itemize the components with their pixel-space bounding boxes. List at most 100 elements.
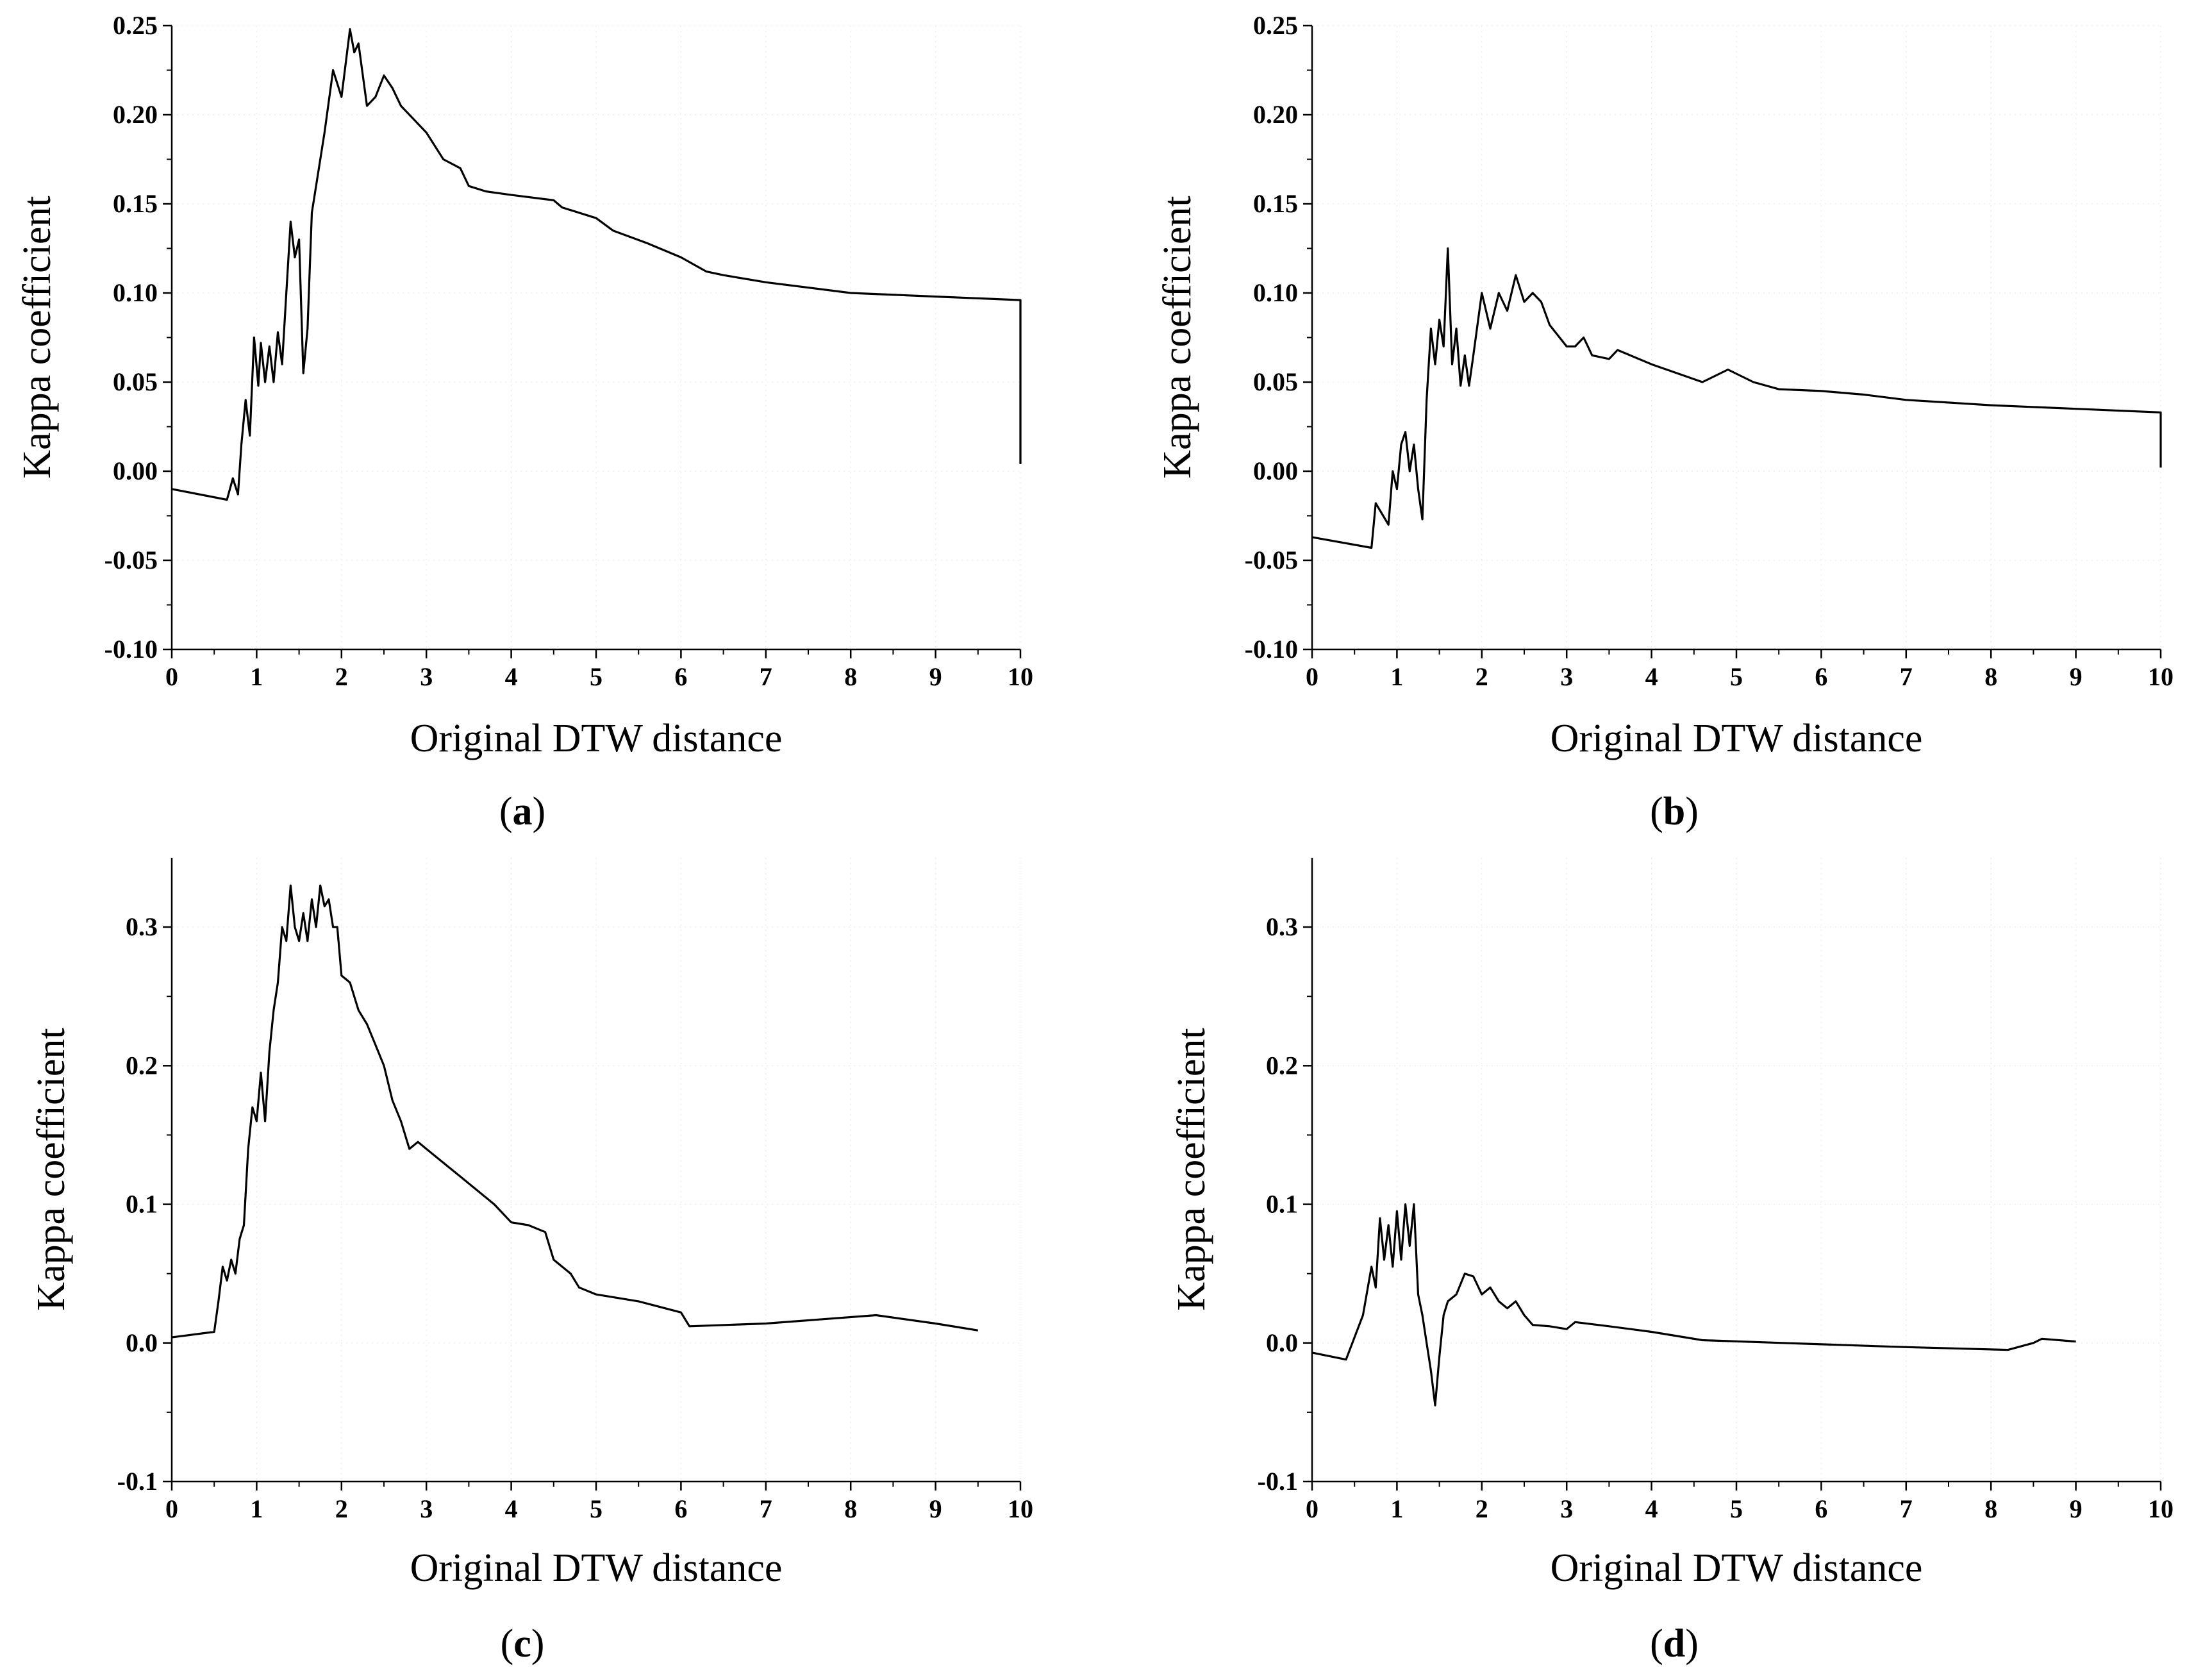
series-line xyxy=(1311,1203,2076,1407)
y-tick-label: 0.10 xyxy=(1253,278,1298,307)
x-axis-title: Original DTW distance xyxy=(1551,717,1923,760)
x-tick-label: 0 xyxy=(165,662,178,691)
x-tick-label: 6 xyxy=(674,1494,687,1523)
y-tick-label: 0.3 xyxy=(1266,912,1298,941)
y-tick-label: 0.2 xyxy=(126,1051,158,1080)
y-tick-label: -0.10 xyxy=(104,635,158,664)
x-tick-label: 6 xyxy=(1815,662,1827,691)
panel-label-letter: d xyxy=(1663,1622,1685,1666)
y-tick-label: 0.05 xyxy=(113,367,158,396)
x-tick-label: 8 xyxy=(1984,1494,1997,1523)
x-tick-label: 4 xyxy=(505,662,518,691)
series-line xyxy=(171,884,979,1339)
y-tick-label: 0.05 xyxy=(1253,367,1298,396)
x-tick-label: 1 xyxy=(1390,662,1403,691)
y-tick-label: 0.2 xyxy=(1266,1051,1298,1080)
x-tick-label: 7 xyxy=(760,1494,772,1523)
series-line xyxy=(171,28,1022,501)
x-tick-label: 10 xyxy=(1008,662,1033,691)
x-tick-label: 6 xyxy=(1815,1494,1827,1523)
panel-label: (d) xyxy=(1650,1622,1699,1666)
y-axis-title: Kappa coefficient xyxy=(1170,1028,1213,1310)
panel-label-close: ) xyxy=(1685,790,1699,833)
x-tick-label: 8 xyxy=(844,1494,857,1523)
x-tick-label: 9 xyxy=(2070,1494,2083,1523)
x-tick-label: 1 xyxy=(250,1494,263,1523)
y-tick-label: 0.1 xyxy=(126,1190,158,1219)
y-tick-label: -0.10 xyxy=(1245,635,1298,664)
plot-area-a: 0 1 2 3 4 5 6 7 8 9 10 -0.10 -0.05 0.00 0.05 0.10 0.15 0.… xyxy=(104,11,1033,691)
panel-label-open: ( xyxy=(499,790,513,833)
y-tick-label: -0.05 xyxy=(104,546,158,574)
x-tick-label: 1 xyxy=(1390,1494,1403,1523)
x-tick-label: 10 xyxy=(2148,1494,2174,1523)
x-tick-label: 8 xyxy=(844,662,857,691)
plot-area-d: 0 1 2 3 4 5 6 7 8 9 10 -0.1 0.0 0.1 0.2 0.3 xyxy=(1258,858,2174,1523)
x-tick-label: 2 xyxy=(1476,1494,1488,1523)
x-tick-label: 4 xyxy=(1645,1494,1658,1523)
y-axis-title: Kappa coefficient xyxy=(1156,196,1199,478)
y-tick-label: 0.10 xyxy=(113,278,158,307)
x-axis-title: Original DTW distance xyxy=(410,717,783,760)
y-tick-label: 0.20 xyxy=(1253,100,1298,129)
x-tick-label: 9 xyxy=(929,1494,942,1523)
series-line xyxy=(1311,247,2162,549)
y-tick-label: -0.05 xyxy=(1245,546,1298,574)
panel-label-close: ) xyxy=(531,1622,545,1666)
x-tick-label: 6 xyxy=(674,662,687,691)
y-tick-label: 0.20 xyxy=(113,100,158,129)
x-tick-label: 8 xyxy=(1984,662,1997,691)
y-tick-label: 0.1 xyxy=(1266,1190,1298,1219)
x-tick-label: 4 xyxy=(1645,662,1658,691)
panel-a: 0 1 2 3 4 5 6 7 8 9 10 -0.10 -0.05 0.00 0.05 0.10 0.15 0.… xyxy=(15,11,1033,833)
x-axis-title: Original DTW distance xyxy=(410,1546,783,1590)
x-axis-title: Original DTW distance xyxy=(1551,1546,1923,1590)
x-tick-label: 4 xyxy=(505,1494,518,1523)
panel-label: (a) xyxy=(499,790,545,833)
x-tick-label: 3 xyxy=(420,662,433,691)
panel-label-letter: b xyxy=(1663,790,1685,833)
y-axis-title: Kappa coefficient xyxy=(29,1028,73,1310)
x-tick-label: 7 xyxy=(1900,662,1913,691)
y-tick-label: 0.15 xyxy=(113,189,158,218)
panel-label-close: ) xyxy=(533,790,546,833)
y-tick-label: 0.0 xyxy=(1266,1328,1298,1357)
x-tick-label: 2 xyxy=(335,1494,348,1523)
x-tick-label: 3 xyxy=(1560,662,1573,691)
y-tick-label: 0.3 xyxy=(126,912,158,941)
x-tick-label: 10 xyxy=(2148,662,2174,691)
y-tick-label: 0.25 xyxy=(113,11,158,40)
y-tick-label: 0.25 xyxy=(1253,11,1298,40)
x-tick-label: 7 xyxy=(1900,1494,1913,1523)
x-tick-label: 0 xyxy=(165,1494,178,1523)
x-tick-label: 7 xyxy=(760,662,772,691)
panel-d: 0 1 2 3 4 5 6 7 8 9 10 -0.1 0.0 0.1 0.2 0.3 Original DT… xyxy=(1170,858,2174,1666)
panel-label-close: ) xyxy=(1685,1622,1699,1666)
x-tick-label: 2 xyxy=(1476,662,1488,691)
panel-label-open: ( xyxy=(501,1622,514,1666)
x-tick-label: 1 xyxy=(250,662,263,691)
y-tick-label: -0.1 xyxy=(1258,1467,1298,1496)
x-tick-label: 2 xyxy=(335,662,348,691)
panel-label: (c) xyxy=(501,1622,545,1666)
x-tick-label: 5 xyxy=(1730,1494,1743,1523)
panel-label-letter: a xyxy=(513,790,533,833)
panel-label-open: ( xyxy=(1650,790,1663,833)
x-tick-label: 3 xyxy=(420,1494,433,1523)
x-tick-label: 3 xyxy=(1560,1494,1573,1523)
plot-area-b: 0 1 2 3 4 5 6 7 8 9 10 -0.10 -0.05 0.00 0.05 0.10 0.15 0.… xyxy=(1245,11,2174,691)
x-tick-label: 0 xyxy=(1306,1494,1318,1523)
panel-c: 0 1 2 3 4 5 6 7 8 9 10 -0.1 0.0 0.1 0.2 0.3 Original DT… xyxy=(29,858,1033,1666)
y-tick-label: 0.00 xyxy=(113,456,158,485)
x-tick-label: 0 xyxy=(1306,662,1318,691)
x-tick-label: 5 xyxy=(590,662,603,691)
y-tick-label: 0.15 xyxy=(1253,189,1298,218)
y-tick-label: 0.00 xyxy=(1253,456,1298,485)
panel-label: (b) xyxy=(1650,790,1699,833)
x-tick-label: 10 xyxy=(1008,1494,1033,1523)
x-tick-label: 9 xyxy=(929,662,942,691)
y-tick-label: -0.1 xyxy=(117,1467,158,1496)
panel-label-open: ( xyxy=(1650,1622,1663,1666)
panel-b: 0 1 2 3 4 5 6 7 8 9 10 -0.10 -0.05 0.00 0.05 0.10 0.15 0.… xyxy=(1156,11,2174,833)
